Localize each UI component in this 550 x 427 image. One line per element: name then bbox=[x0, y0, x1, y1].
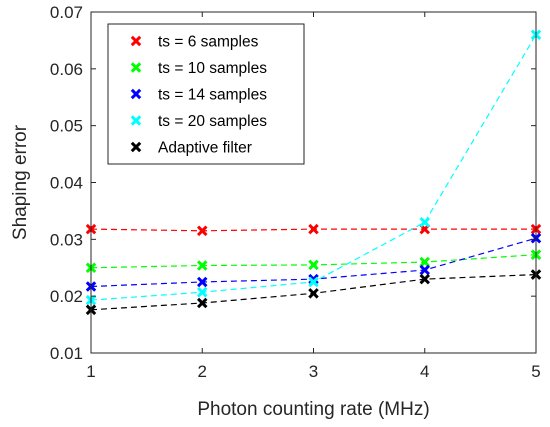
data-point bbox=[196, 297, 208, 309]
data-point bbox=[419, 264, 431, 276]
y-tick-label: 0.04 bbox=[50, 174, 83, 193]
y-tick-label: 0.06 bbox=[50, 60, 83, 79]
data-point bbox=[308, 276, 319, 288]
y-tick-label: 0.01 bbox=[50, 344, 83, 363]
legend-label: ts = 10 samples bbox=[158, 60, 267, 77]
data-point bbox=[419, 273, 431, 285]
data-point bbox=[308, 288, 319, 299]
data-point bbox=[196, 286, 208, 298]
data-point bbox=[196, 260, 208, 271]
y-axis-label: Shaping error bbox=[10, 124, 31, 240]
y-tick-label: 0.05 bbox=[50, 117, 83, 136]
legend-entry: ts = 20 samples bbox=[130, 113, 267, 130]
legend-label: ts = 14 samples bbox=[158, 87, 267, 104]
data-point bbox=[196, 225, 208, 237]
legend-label: ts = 6 samples bbox=[158, 34, 259, 51]
legend-label: Adaptive filter bbox=[158, 140, 252, 157]
x-tick-label: 1 bbox=[86, 362, 95, 381]
series-3 bbox=[85, 29, 542, 306]
series-0 bbox=[85, 223, 542, 237]
legend-entry: ts = 14 samples bbox=[130, 87, 267, 104]
legend-marker bbox=[130, 141, 142, 153]
y-tick-label: 0.03 bbox=[50, 230, 83, 249]
legend-marker bbox=[130, 62, 142, 73]
legend-marker bbox=[130, 35, 142, 47]
legend-label: ts = 20 samples bbox=[158, 113, 267, 130]
legend-entry: ts = 6 samples bbox=[130, 34, 259, 51]
x-axis-label: Photon counting rate (MHz) bbox=[197, 399, 429, 420]
legend-marker bbox=[130, 115, 142, 126]
data-point bbox=[308, 223, 319, 235]
data-point bbox=[196, 276, 208, 288]
data-point bbox=[419, 256, 431, 268]
y-tick-label: 0.02 bbox=[50, 287, 83, 306]
data-point bbox=[419, 217, 431, 228]
y-tick-label: 0.07 bbox=[50, 3, 83, 22]
legend-marker bbox=[130, 88, 142, 100]
x-tick-label: 5 bbox=[531, 362, 540, 381]
series-4 bbox=[85, 269, 542, 316]
x-tick-label: 4 bbox=[420, 362, 429, 381]
legend-entry: ts = 10 samples bbox=[130, 60, 267, 77]
legend: ts = 6 samples ts = 10 samples ts = 14 sam… bbox=[107, 23, 305, 165]
x-tick-label: 2 bbox=[198, 362, 207, 381]
legend-entry: Adaptive filter bbox=[130, 140, 252, 157]
series-1 bbox=[85, 249, 542, 274]
legend-box bbox=[107, 23, 305, 165]
x-tick-label: 3 bbox=[309, 362, 318, 381]
data-point bbox=[308, 259, 319, 271]
